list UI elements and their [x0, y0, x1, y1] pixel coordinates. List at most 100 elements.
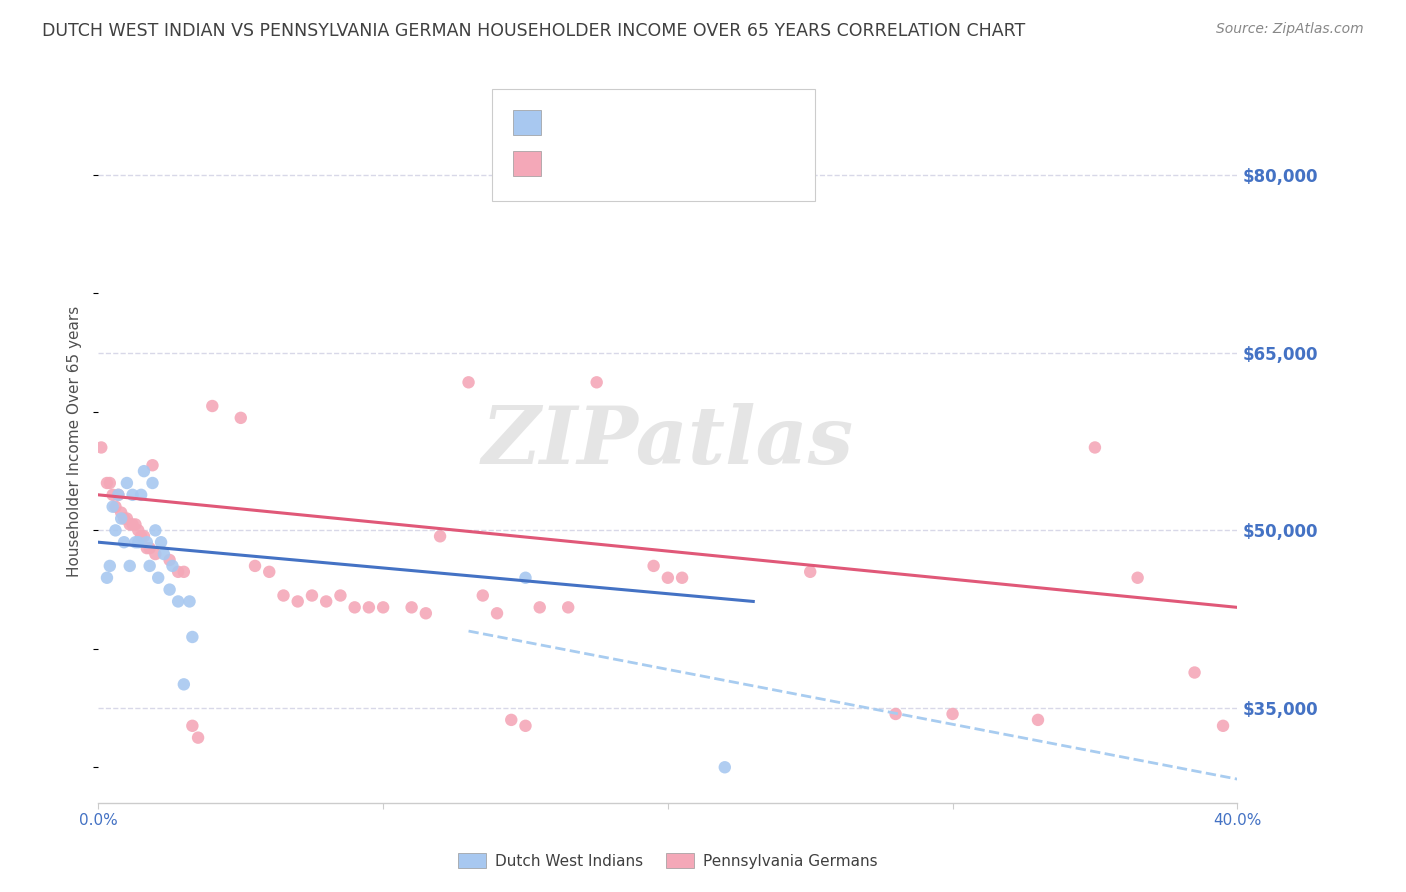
Point — [127, 524, 149, 538]
Point — [121, 517, 143, 532]
Point — [181, 630, 204, 644]
Point — [145, 547, 167, 561]
Point — [138, 541, 160, 556]
Point — [132, 529, 155, 543]
Point — [1026, 713, 1049, 727]
Point — [501, 713, 523, 727]
Point — [273, 589, 295, 603]
Point — [129, 488, 152, 502]
Point — [799, 565, 821, 579]
Text: -0.277: -0.277 — [585, 156, 640, 170]
Point — [110, 511, 132, 525]
Point — [181, 719, 204, 733]
Point — [671, 571, 693, 585]
Point — [173, 677, 195, 691]
Point — [124, 535, 146, 549]
Text: R =: R = — [553, 115, 586, 129]
Text: ZIPatlas: ZIPatlas — [482, 403, 853, 480]
Point — [471, 589, 494, 603]
Point — [138, 558, 160, 573]
Text: DUTCH WEST INDIAN VS PENNSYLVANIA GERMAN HOUSEHOLDER INCOME OVER 65 YEARS CORREL: DUTCH WEST INDIAN VS PENNSYLVANIA GERMAN… — [42, 22, 1025, 40]
Point — [585, 376, 607, 390]
Point — [357, 600, 380, 615]
Point — [141, 475, 163, 490]
Point — [179, 594, 201, 608]
Point — [118, 517, 141, 532]
Point — [187, 731, 209, 745]
Point — [107, 488, 129, 502]
Point — [135, 535, 157, 549]
Text: 58: 58 — [689, 156, 710, 170]
Point — [884, 706, 907, 721]
Point — [124, 517, 146, 532]
Point — [101, 500, 124, 514]
Point — [557, 600, 579, 615]
Point — [162, 558, 184, 573]
Point — [118, 558, 141, 573]
Point — [127, 535, 149, 549]
Point — [159, 553, 181, 567]
Point — [259, 565, 281, 579]
Point — [1212, 719, 1234, 733]
Point — [714, 760, 737, 774]
Point — [159, 582, 181, 597]
Point — [112, 535, 135, 549]
Text: 29: 29 — [689, 115, 710, 129]
Point — [457, 376, 479, 390]
Point — [104, 524, 127, 538]
Point — [657, 571, 679, 585]
Point — [429, 529, 451, 543]
Point — [121, 488, 143, 502]
Point — [167, 565, 190, 579]
Text: -0.256: -0.256 — [585, 115, 640, 129]
Legend: Dutch West Indians, Pennsylvania Germans: Dutch West Indians, Pennsylvania Germans — [453, 847, 883, 875]
Point — [942, 706, 965, 721]
Point — [415, 607, 437, 621]
Point — [643, 558, 665, 573]
Point — [153, 547, 176, 561]
Point — [98, 475, 121, 490]
Point — [1126, 571, 1149, 585]
Point — [167, 594, 190, 608]
Point — [401, 600, 423, 615]
Point — [287, 594, 309, 608]
Point — [243, 558, 266, 573]
Point — [486, 607, 509, 621]
Point — [229, 410, 252, 425]
Point — [150, 535, 173, 549]
Point — [373, 600, 395, 615]
Point — [98, 558, 121, 573]
Point — [529, 600, 551, 615]
Point — [1184, 665, 1206, 680]
Y-axis label: Householder Income Over 65 years: Householder Income Over 65 years — [67, 306, 83, 577]
Text: N =: N = — [654, 115, 688, 129]
Point — [132, 464, 155, 478]
Point — [101, 488, 124, 502]
Point — [201, 399, 224, 413]
Text: N =: N = — [654, 156, 688, 170]
Point — [301, 589, 323, 603]
Point — [343, 600, 366, 615]
Point — [148, 571, 170, 585]
Point — [96, 475, 118, 490]
Point — [115, 475, 138, 490]
Point — [110, 506, 132, 520]
Point — [104, 500, 127, 514]
Point — [141, 458, 163, 473]
Text: R =: R = — [553, 156, 586, 170]
Point — [173, 565, 195, 579]
Point — [1084, 441, 1107, 455]
Point — [115, 511, 138, 525]
Point — [329, 589, 352, 603]
Point — [135, 541, 157, 556]
Point — [515, 719, 537, 733]
Point — [107, 488, 129, 502]
Point — [315, 594, 337, 608]
Text: Source: ZipAtlas.com: Source: ZipAtlas.com — [1216, 22, 1364, 37]
Point — [112, 511, 135, 525]
Point — [90, 441, 112, 455]
Point — [145, 524, 167, 538]
Point — [96, 571, 118, 585]
Point — [515, 571, 537, 585]
Point — [129, 529, 152, 543]
